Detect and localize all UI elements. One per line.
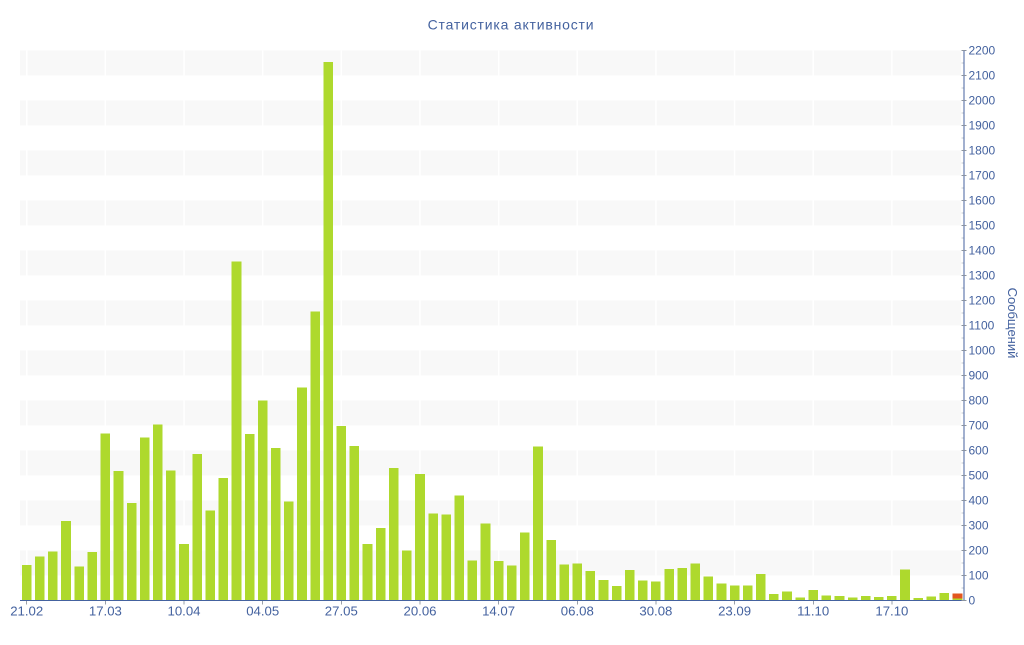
svg-text:600: 600: [969, 444, 989, 458]
svg-text:2200: 2200: [969, 44, 996, 58]
svg-text:2100: 2100: [969, 69, 996, 83]
svg-text:23.09: 23.09: [718, 604, 751, 619]
svg-text:1500: 1500: [969, 219, 996, 233]
svg-text:11.10: 11.10: [797, 604, 829, 619]
svg-text:Статистика активности: Статистика активности: [428, 16, 595, 32]
svg-text:21.02: 21.02: [10, 604, 43, 619]
svg-text:400: 400: [969, 494, 989, 508]
svg-text:1100: 1100: [969, 319, 995, 333]
svg-text:2000: 2000: [969, 94, 996, 108]
svg-text:1200: 1200: [969, 294, 996, 308]
svg-text:1600: 1600: [969, 194, 996, 208]
svg-text:1000: 1000: [969, 344, 996, 358]
svg-text:06.08: 06.08: [561, 604, 594, 619]
svg-text:1700: 1700: [969, 169, 996, 183]
svg-text:100: 100: [969, 569, 989, 583]
svg-text:300: 300: [969, 519, 989, 533]
svg-text:900: 900: [969, 369, 989, 383]
svg-text:30.08: 30.08: [639, 604, 672, 619]
svg-text:700: 700: [969, 419, 989, 433]
svg-text:200: 200: [969, 544, 989, 558]
svg-text:1800: 1800: [969, 144, 996, 158]
svg-text:04.05: 04.05: [246, 604, 279, 619]
svg-text:20.06: 20.06: [403, 604, 436, 619]
svg-text:1300: 1300: [969, 269, 996, 283]
svg-text:1900: 1900: [969, 119, 996, 133]
svg-text:Сообщений: Сообщений: [1005, 288, 1020, 359]
svg-text:27.05: 27.05: [325, 604, 358, 619]
svg-text:800: 800: [969, 394, 989, 408]
svg-text:17.03: 17.03: [89, 604, 122, 619]
svg-text:14.07: 14.07: [482, 604, 515, 619]
svg-text:500: 500: [969, 469, 989, 483]
svg-text:17.10: 17.10: [875, 604, 908, 619]
svg-text:1400: 1400: [969, 244, 996, 258]
svg-text:10.04: 10.04: [167, 604, 200, 619]
svg-text:0: 0: [969, 594, 976, 608]
